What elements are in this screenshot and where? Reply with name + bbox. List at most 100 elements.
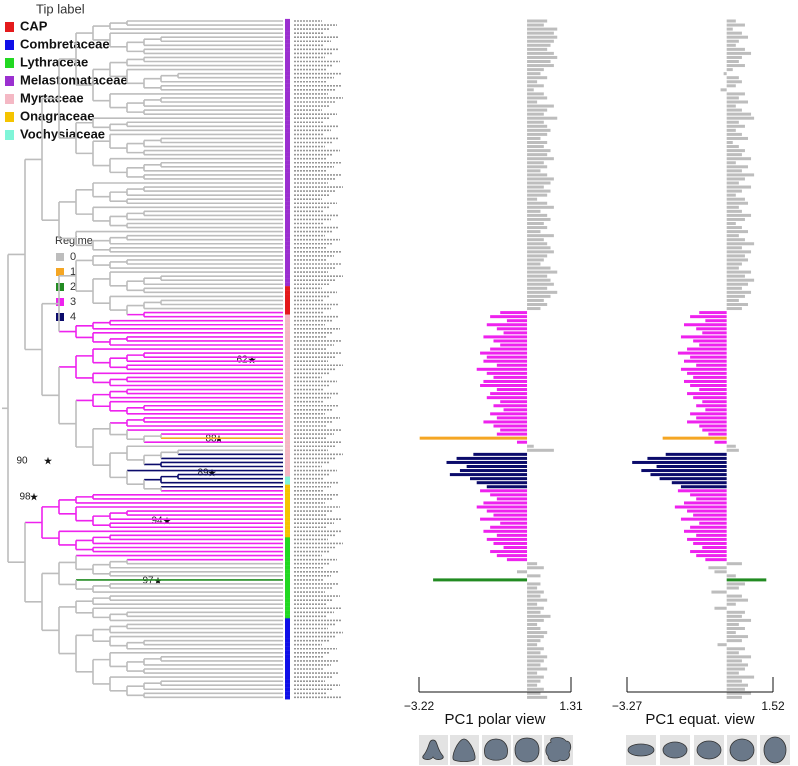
legend-swatch: [56, 253, 64, 261]
bar: [699, 343, 727, 347]
bar: [527, 68, 544, 72]
bar: [726, 651, 739, 655]
bar: [527, 76, 548, 80]
bar: [726, 76, 739, 80]
bar: [500, 400, 528, 404]
bar: [527, 165, 548, 169]
bar: [726, 19, 736, 23]
family-strip: [285, 521, 290, 526]
family-strip: [285, 63, 290, 68]
bar: [726, 23, 745, 27]
family-strip: [285, 330, 290, 335]
bar: [527, 157, 554, 161]
bar: [527, 266, 551, 270]
bar: [480, 351, 528, 355]
bar: [527, 39, 554, 43]
shape-icon: [545, 737, 572, 763]
bar: [527, 23, 544, 27]
bar: [493, 513, 528, 517]
bar: [466, 465, 528, 468]
x-tick-label: 1.52: [761, 699, 785, 713]
bar: [696, 497, 727, 501]
bar: [726, 104, 736, 108]
bar: [470, 477, 528, 481]
bar: [690, 412, 727, 416]
family-strip: [285, 375, 290, 380]
bar: [486, 537, 528, 541]
bar: [490, 315, 528, 319]
bar: [726, 217, 745, 221]
bar: [486, 485, 528, 489]
node-label: 90: [16, 456, 28, 467]
bar: [726, 51, 752, 55]
family-strip: [285, 476, 290, 481]
bar: [527, 622, 538, 626]
family-strip: [285, 136, 290, 141]
bar: [500, 521, 528, 525]
bar: [726, 286, 742, 290]
family-strip: [285, 91, 290, 96]
bar: [483, 420, 528, 424]
family-strip: [285, 83, 290, 88]
bar: [687, 420, 727, 424]
family-strip: [285, 282, 290, 287]
bar: [527, 448, 554, 452]
bar: [726, 667, 745, 671]
bar: [671, 481, 727, 485]
bar: [726, 610, 745, 614]
node-label: 62: [236, 355, 248, 366]
bar: [527, 100, 538, 104]
node-star: [248, 355, 256, 364]
bar: [527, 254, 548, 258]
node-star: [208, 468, 216, 477]
legend-label: 2: [70, 281, 76, 293]
bar: [726, 141, 733, 144]
bar: [680, 517, 727, 521]
bar: [726, 278, 755, 282]
x-tick-label: 1.31: [559, 699, 583, 713]
bar: [527, 278, 551, 282]
bar: [527, 222, 544, 225]
bar: [490, 550, 528, 554]
bar: [726, 594, 742, 598]
legend-swatch: [56, 298, 64, 306]
bar: [486, 355, 528, 359]
family-strip: [285, 189, 290, 194]
family-strip: [285, 367, 290, 372]
legend-swatch: [5, 112, 14, 122]
family-strip: [285, 172, 290, 177]
bar: [527, 671, 538, 675]
family-strip: [285, 95, 290, 101]
family-strip: [285, 488, 290, 493]
family-strip: [285, 205, 290, 210]
bar: [726, 197, 745, 201]
bar: [419, 436, 528, 440]
bar: [632, 460, 727, 464]
bar: [726, 695, 742, 699]
bar: [527, 35, 558, 39]
bar: [726, 189, 742, 193]
bar: [527, 286, 548, 290]
family-strip: [285, 594, 290, 599]
family-strip: [285, 626, 290, 631]
bar: [659, 477, 727, 481]
bar: [696, 554, 727, 558]
bar: [446, 460, 528, 464]
family-strip: [285, 55, 290, 60]
family-strip: [285, 614, 290, 619]
bar: [527, 88, 534, 92]
family-strip: [285, 351, 290, 356]
family-strip: [285, 27, 290, 32]
bar: [726, 303, 749, 306]
family-strip: [285, 201, 290, 206]
family-strip: [285, 415, 290, 420]
bar: [726, 679, 742, 683]
family-strip: [285, 193, 290, 198]
bar: [500, 428, 528, 432]
family-strip: [285, 245, 290, 250]
bar: [527, 695, 548, 699]
bar: [496, 363, 528, 367]
bar: [527, 27, 558, 31]
bar: [527, 80, 538, 84]
family-strip: [285, 460, 290, 465]
